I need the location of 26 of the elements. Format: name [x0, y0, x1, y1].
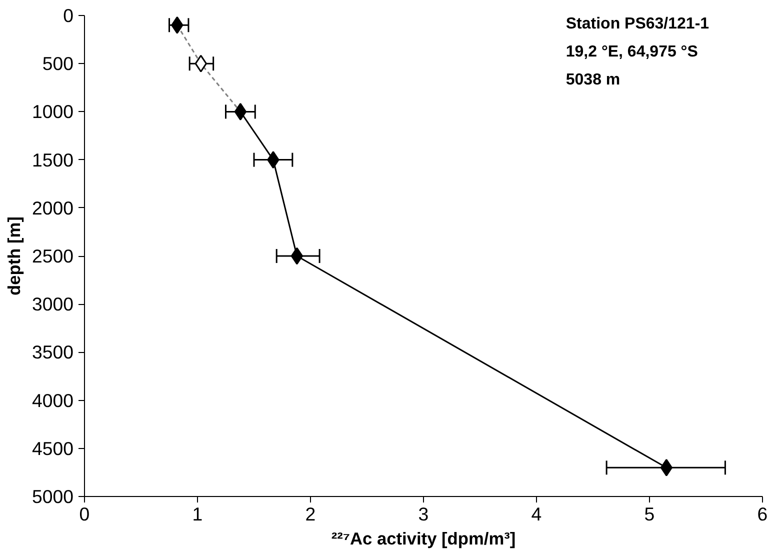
y-tick-label: 4000: [32, 390, 74, 411]
x-tick-label: 3: [418, 504, 429, 524]
x-tick-label: 4: [531, 504, 542, 524]
x-tick-label: 0: [79, 504, 90, 524]
y-axis-title: depth [m]: [4, 216, 24, 296]
x-tick-label: 5: [644, 504, 655, 524]
annotation: 5038 m: [566, 71, 620, 88]
point: [234, 102, 247, 120]
y-tick-label: 2500: [32, 246, 74, 266]
annotation: 19,2 °E, 64,975 °S: [566, 43, 698, 60]
y-tick-label: 5000: [32, 486, 74, 507]
x-tick-label: 6: [757, 504, 768, 524]
point: [660, 458, 673, 476]
y-tick-label: 0: [63, 5, 74, 26]
annotation: Station PS63/121-1: [566, 16, 710, 32]
y-tick-label: 500: [42, 53, 74, 74]
y-tick-label: 3500: [32, 342, 74, 363]
y-tick-label: 1500: [32, 149, 74, 170]
x-tick-label: 2: [305, 504, 316, 524]
y-tick-label: 1000: [32, 101, 74, 122]
y-tick-label: 4500: [32, 438, 74, 459]
x-axis-title: ²²⁷Ac activity [dpm/m³]: [331, 528, 516, 548]
y-tick-label: 3000: [32, 294, 74, 315]
point: [290, 247, 304, 265]
x-tick-label: 1: [192, 504, 203, 524]
y-tick-label: 2000: [32, 197, 74, 218]
